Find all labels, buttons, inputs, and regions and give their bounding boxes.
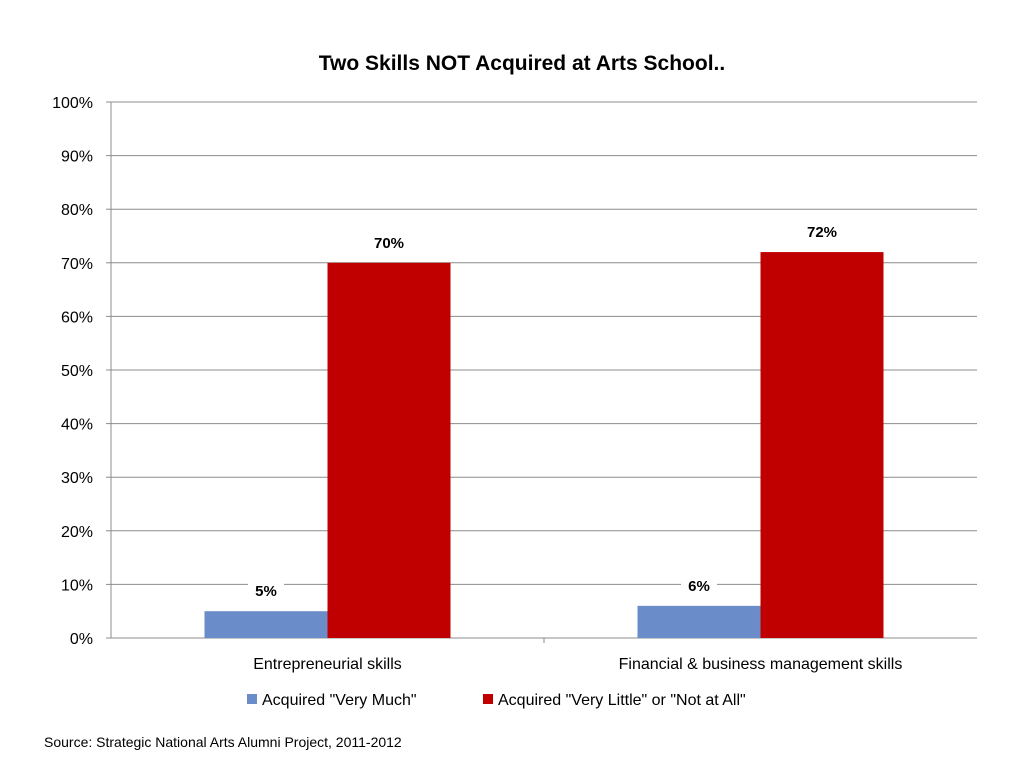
x-axis-categories: Entrepreneurial skills Financial & busine… — [253, 656, 902, 673]
legend-swatch — [483, 694, 493, 704]
data-labels: 5% 70% 6% 72% — [248, 222, 840, 602]
data-label: 5% — [255, 583, 277, 600]
data-label-bg — [681, 575, 717, 596]
y-tick-label: 20% — [61, 524, 93, 541]
data-label-bg — [371, 232, 407, 253]
y-tick-label: 50% — [61, 363, 93, 380]
x-category-label: Financial & business management skills — [619, 656, 903, 673]
y-tick-label: 70% — [61, 256, 93, 273]
source-note: Source: Strategic National Arts Alumni P… — [44, 734, 402, 750]
data-label: 6% — [688, 578, 710, 595]
data-label-bg — [248, 581, 284, 602]
y-tick-label: 10% — [61, 577, 93, 594]
legend-swatch — [247, 694, 257, 704]
data-label-bg — [804, 222, 840, 243]
x-category-label: Entrepreneurial skills — [253, 656, 402, 673]
y-tick-label: 90% — [61, 149, 93, 166]
y-tick-label: 80% — [61, 202, 93, 219]
chart-title: Two Skills NOT Acquired at Arts School.. — [319, 52, 725, 75]
y-tick-label: 60% — [61, 309, 93, 326]
data-label: 72% — [807, 224, 837, 241]
y-tick-label: 30% — [61, 470, 93, 487]
bar — [637, 605, 761, 638]
y-tick-label: 100% — [52, 95, 93, 112]
y-axis-ticks: 0% 10% 20% 30% 40% 50% 60% 70% 80% 90% 100% — [52, 95, 93, 648]
bar — [760, 252, 884, 638]
y-tick-label: 0% — [70, 631, 93, 648]
bar — [204, 611, 328, 638]
legend-label: Acquired "Very Much" — [262, 692, 417, 709]
bars — [204, 252, 884, 638]
bar — [327, 262, 451, 638]
data-label: 70% — [374, 235, 404, 252]
legend-label: Acquired "Very Little" or "Not at All" — [498, 692, 746, 709]
legend: Acquired "Very Much" Acquired "Very Littl… — [247, 692, 746, 709]
y-tick-label: 40% — [61, 417, 93, 434]
